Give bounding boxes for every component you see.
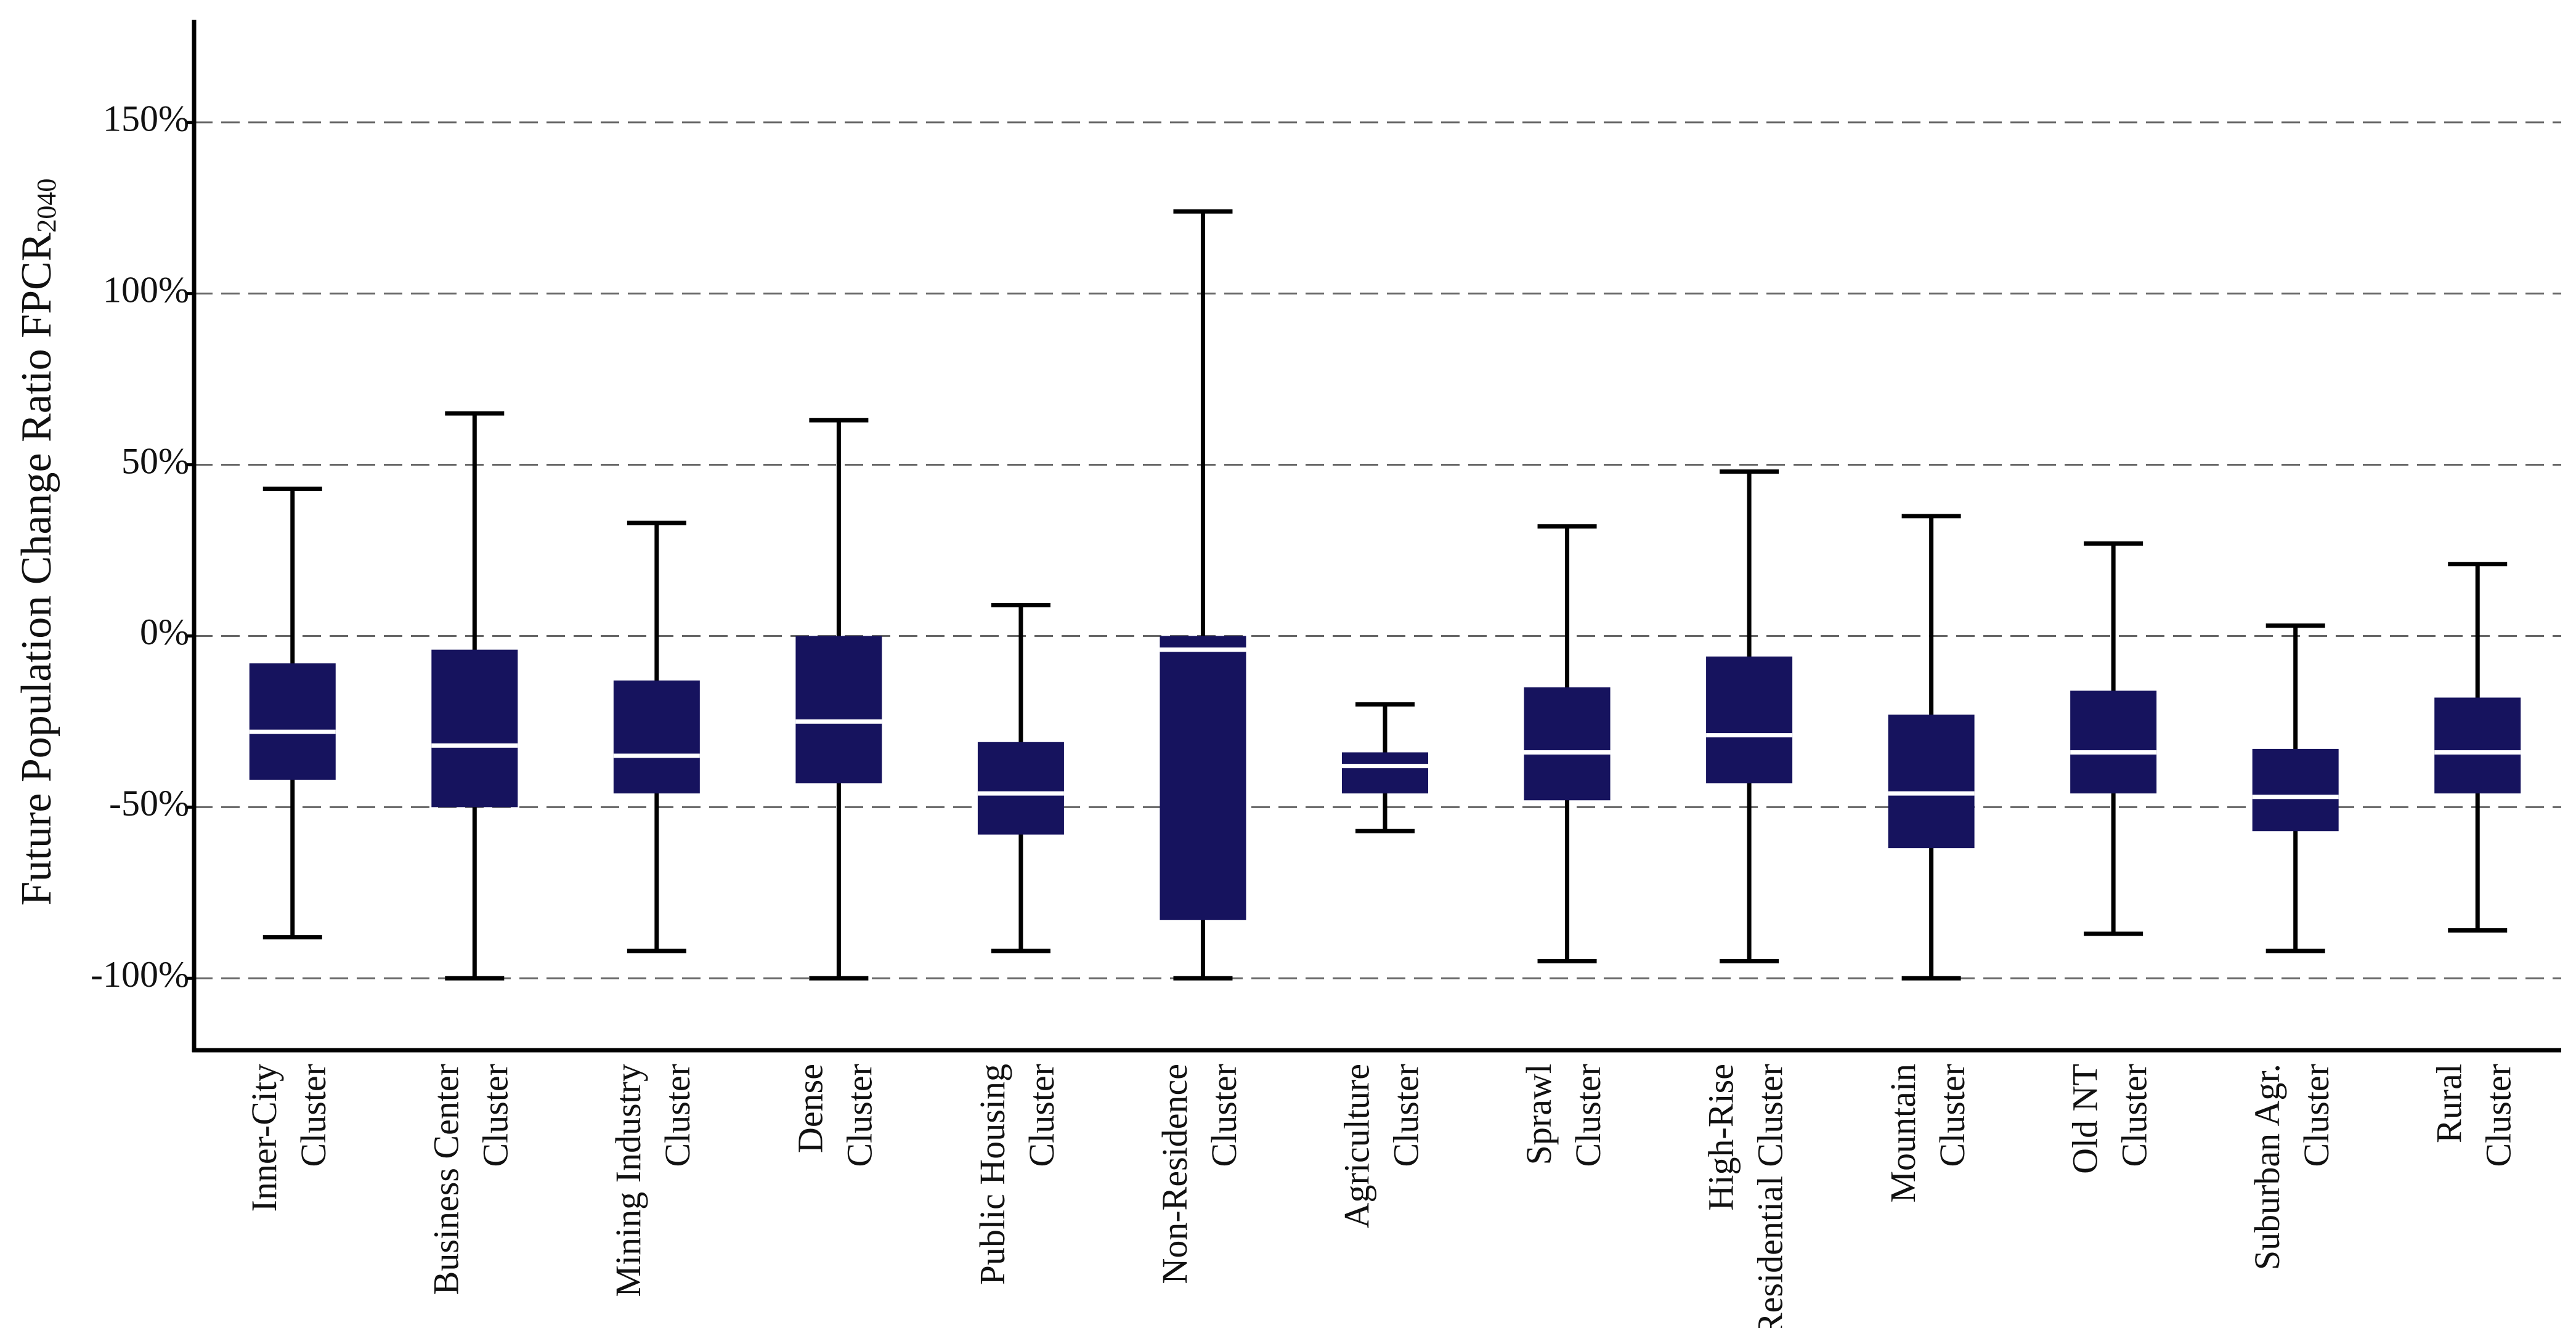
x-tick-label: Residential Cluster bbox=[1750, 1064, 1790, 1328]
x-tick-label: Cluster bbox=[1932, 1064, 1972, 1167]
x-tick-label: Cluster bbox=[476, 1064, 516, 1167]
y-axis-title-main: Future Population Change Ratio FPCR bbox=[13, 232, 60, 905]
x-tick-label: Public Housing bbox=[972, 1064, 1012, 1285]
x-tick-label: Cluster bbox=[840, 1064, 880, 1167]
x-tick-label: Dense bbox=[790, 1064, 831, 1153]
y-tick-label: 50% bbox=[121, 440, 189, 481]
x-tick-label: Agriculture bbox=[1336, 1064, 1376, 1228]
box bbox=[795, 636, 882, 783]
box bbox=[431, 649, 518, 808]
box bbox=[249, 663, 336, 780]
x-tick-label: Cluster bbox=[1022, 1064, 1062, 1167]
y-axis-title-subscript: 2040 bbox=[31, 179, 62, 233]
x-tick-label: Sprawl bbox=[1519, 1064, 1559, 1165]
x-tick-label: High-Rise bbox=[1700, 1064, 1741, 1210]
x-tick-label: Cluster bbox=[657, 1064, 697, 1167]
x-tick-label: Business Center bbox=[426, 1064, 466, 1295]
x-tick-label: Old NT bbox=[2065, 1064, 2105, 1174]
x-tick-label: Cluster bbox=[293, 1064, 333, 1167]
x-tick-label: Cluster bbox=[2479, 1064, 2519, 1167]
x-tick-label: Cluster bbox=[2296, 1064, 2336, 1167]
box bbox=[613, 680, 700, 794]
x-tick-label: Cluster bbox=[1386, 1064, 1426, 1167]
box bbox=[977, 742, 1064, 835]
box bbox=[2070, 690, 2157, 794]
box bbox=[1342, 752, 1428, 794]
x-tick-label: Cluster bbox=[1568, 1064, 1608, 1167]
box bbox=[1524, 687, 1611, 801]
y-tick-label: -100% bbox=[91, 954, 189, 995]
y-tick-label: 150% bbox=[103, 99, 189, 139]
x-tick-label: Mountain bbox=[1883, 1064, 1923, 1203]
y-tick-label: 100% bbox=[103, 269, 189, 310]
x-tick-label: Suburban Agr. bbox=[2247, 1064, 2287, 1270]
x-tick-label: Rural bbox=[2429, 1064, 2469, 1143]
y-axis-title: Future Population Change Ratio FPCR2040 bbox=[13, 179, 62, 906]
x-tick-label: Mining Industry bbox=[608, 1064, 648, 1297]
y-tick-label: -50% bbox=[109, 783, 189, 824]
x-tick-label: Cluster bbox=[2114, 1064, 2154, 1167]
box bbox=[2252, 748, 2339, 832]
box bbox=[1888, 715, 1975, 849]
x-tick-label: Inner-City bbox=[244, 1064, 284, 1212]
x-tick-label: Non-Residence bbox=[1155, 1064, 1195, 1284]
x-tick-label: Cluster bbox=[1204, 1064, 1244, 1167]
box bbox=[1160, 636, 1246, 920]
box bbox=[2434, 697, 2521, 794]
box bbox=[1706, 656, 1793, 783]
y-tick-label: 0% bbox=[140, 612, 189, 652]
